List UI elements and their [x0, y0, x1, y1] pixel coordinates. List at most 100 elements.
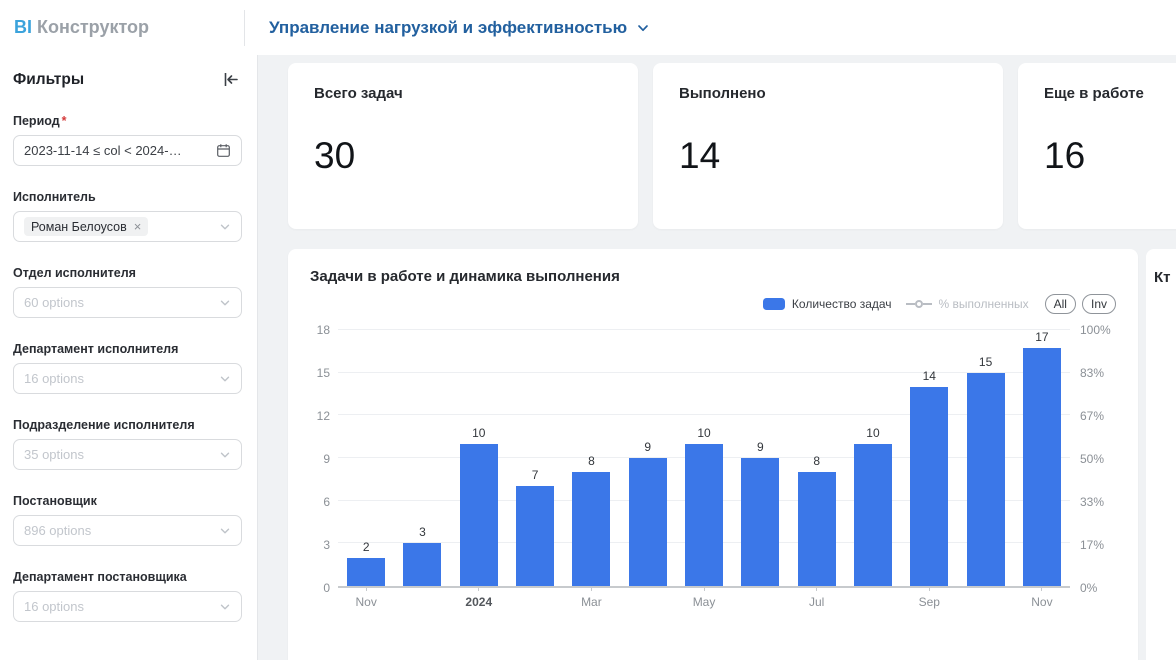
bar-slot: 10 — [845, 330, 901, 586]
filter-label-text: Постановщик — [13, 494, 97, 508]
chevron-down-icon — [219, 601, 231, 613]
y-right-tick: 33% — [1080, 495, 1105, 509]
filter-control-select[interactable]: 16 options — [13, 591, 242, 622]
bar-slot: 17 — [1014, 330, 1070, 586]
bar-value-label: 8 — [813, 454, 820, 469]
kpi-row: Всего задач 30 Выполнено 14 Еще в работе 16 — [288, 63, 1176, 229]
filter-label-text: Период — [13, 114, 60, 128]
bar-slot: 10 — [451, 330, 507, 586]
selected-tag-label: Роман Белоусов — [31, 219, 127, 234]
y-right-tick: 17% — [1080, 538, 1105, 552]
x-axis-label — [620, 595, 676, 609]
gridline — [338, 371, 1070, 373]
filter-label-text: Исполнитель — [13, 190, 96, 204]
chart-bar[interactable] — [966, 372, 1005, 586]
bar-value-label: 8 — [588, 454, 595, 469]
bar-value-label: 2 — [362, 539, 370, 554]
collapse-sidebar-icon[interactable] — [219, 69, 242, 90]
filter-control-select[interactable]: 35 options — [13, 439, 242, 470]
gridline — [338, 329, 1070, 330]
bar-value-label: 9 — [644, 440, 652, 454]
bar-value-label: 17 — [1035, 330, 1049, 344]
x-axis-label: 2024 — [465, 595, 493, 609]
selected-tag: Роман Белоусов × — [24, 217, 149, 236]
kpi-value: 16 — [1044, 135, 1086, 176]
y-left-tick: 12 — [316, 409, 330, 423]
chart-bar[interactable] — [685, 443, 724, 586]
filter-control-select[interactable]: 60 options — [13, 287, 242, 318]
x-axis-label: May — [692, 595, 716, 609]
bar-value-label: 15 — [978, 354, 993, 369]
filter-control-select[interactable]: 16 options — [13, 363, 242, 394]
bar-slot: 8 — [563, 330, 619, 586]
topbar: BI Конструктор Управление нагрузкой и эфф… — [0, 0, 1176, 55]
remove-tag-icon[interactable]: × — [133, 219, 142, 234]
y-left-tick: 0 — [323, 581, 330, 595]
legend-item[interactable]: Количество задач — [762, 297, 892, 311]
y-left-tick: 15 — [316, 366, 330, 380]
select-placeholder: 896 options — [24, 523, 92, 538]
bar-value-label: 9 — [757, 440, 764, 454]
chevron-down-icon — [219, 297, 231, 309]
chart-legend: Количество задач % выполненных All Inv — [310, 294, 1116, 314]
filter-group: Период * 2023-11-14 ≤ col < 2024-… — [13, 114, 242, 166]
date-range-value: 2023-11-14 ≤ col < 2024-… — [24, 143, 182, 158]
filter-control-select[interactable]: 896 options — [13, 515, 242, 546]
chart-bar[interactable] — [797, 472, 836, 586]
select-placeholder: 16 options — [24, 371, 84, 386]
legend-item[interactable]: % выполненных — [905, 297, 1029, 311]
chart-card: Задачи в работе и динамика выполнения Ко… — [288, 249, 1138, 660]
plot-area: 2 3 10 7 8 9 10 9 8 10 14 15 17 — [338, 329, 1070, 591]
kpi-title: Всего задач — [314, 85, 403, 102]
x-axis-label — [845, 595, 901, 609]
bars-row: 2 3 10 7 8 9 10 9 8 10 14 15 17 — [338, 330, 1070, 586]
bar-value-label: 7 — [531, 468, 539, 483]
y-left-tick: 9 — [323, 452, 330, 466]
y-left-tick: 18 — [316, 323, 330, 337]
dashboard-title-dropdown[interactable]: Управление нагрузкой и эффективностью — [269, 18, 650, 38]
chart-plot: 0 3 6 9 12 15 18 2 3 10 7 8 9 10 9 8 10 14 15 17 Nov 2024 Ma… — [310, 323, 1116, 609]
bar-value-label: 14 — [922, 368, 936, 383]
legend-button-all[interactable]: All — [1044, 294, 1076, 314]
kpi-value: 30 — [314, 135, 356, 176]
legend-label: % выполненных — [938, 297, 1029, 311]
filter-label-text: Отдел исполнителя — [13, 266, 136, 280]
chart-bar[interactable] — [910, 386, 949, 586]
kpi-card: Еще в работе 16 — [1018, 63, 1176, 229]
y-left-tick: 6 — [323, 495, 330, 509]
logo-text: Конструктор — [37, 17, 150, 37]
chart-bar[interactable] — [572, 472, 611, 586]
chart-bar[interactable] — [459, 443, 498, 586]
required-asterisk: * — [61, 114, 67, 128]
gridline — [338, 414, 1070, 416]
x-axis-label: Jul — [808, 595, 825, 609]
filter-control-date[interactable]: 2023-11-14 ≤ col < 2024-… — [13, 135, 242, 166]
kpi-card: Выполнено 14 — [653, 63, 1003, 229]
y-right-tick: 100% — [1080, 323, 1111, 337]
partial-card-title: Кт — [1154, 269, 1171, 286]
filters-title: Фильтры — [13, 70, 85, 88]
chart-bar[interactable] — [853, 443, 892, 586]
chart-bar[interactable] — [516, 486, 555, 586]
y-axis-right: 0% 17% 33% 50% 67% 83% 100% — [1070, 323, 1116, 595]
filter-label-text: Департамент постановщика — [13, 570, 187, 584]
select-placeholder: 16 options — [24, 599, 84, 614]
partial-card-right: Кт — [1146, 249, 1176, 660]
chevron-down-icon — [219, 221, 231, 233]
filter-group: Департамент постановщика 16 options — [13, 570, 242, 622]
filter-control-tag[interactable]: Роман Белоусов × — [13, 211, 242, 242]
x-axis-label: Sep — [918, 595, 940, 609]
legend-button-inv[interactable]: Inv — [1081, 294, 1116, 314]
y-right-tick: 50% — [1080, 452, 1105, 466]
chart-bar[interactable] — [628, 458, 667, 586]
chart-bar[interactable] — [403, 543, 442, 586]
chart-bar[interactable] — [741, 458, 780, 586]
x-axis-label: Nov — [1031, 595, 1053, 609]
chart-bar[interactable] — [347, 557, 386, 586]
filter-label-text: Департамент исполнителя — [13, 342, 179, 356]
chart-bar[interactable] — [1022, 348, 1061, 586]
x-axis-label — [507, 595, 563, 609]
calendar-icon[interactable] — [216, 143, 231, 158]
filter-label: Подразделение исполнителя — [13, 418, 242, 432]
bar-value-label: 3 — [419, 525, 426, 540]
